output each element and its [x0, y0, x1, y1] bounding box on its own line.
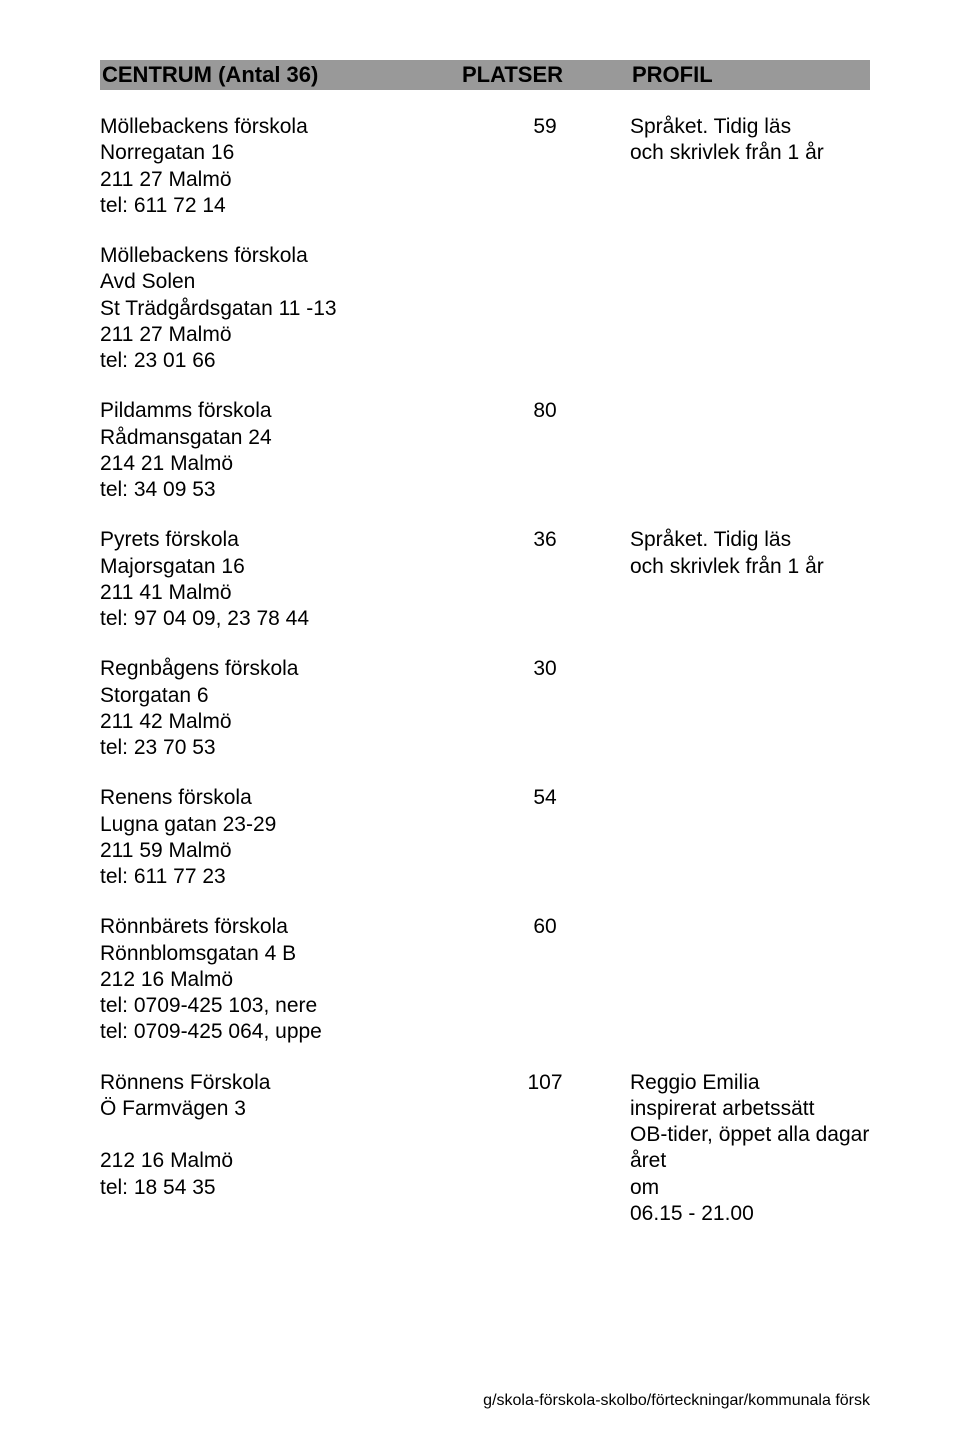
- footer-path: g/skola-förskola-skolbo/förteckningar/ko…: [483, 1392, 870, 1410]
- entry-row: Möllebackens förskola Avd Solen St Trädg…: [100, 243, 870, 374]
- entry-platser: 80: [460, 398, 630, 424]
- page: CENTRUM (Antal 36) PLATSER PROFIL Mölleb…: [0, 0, 960, 1448]
- entry-left: Pildamms förskola Rådmansgatan 24 214 21…: [100, 398, 460, 503]
- entry-row: Pyrets förskola Majorsgatan 16 211 41 Ma…: [100, 527, 870, 632]
- entry-row: Renens förskola Lugna gatan 23-29 211 59…: [100, 785, 870, 890]
- entry-platser: 36: [460, 527, 630, 553]
- entry-platser: 54: [460, 785, 630, 811]
- entry-left: Möllebackens förskola Norregatan 16 211 …: [100, 114, 460, 219]
- entry-left: Renens förskola Lugna gatan 23-29 211 59…: [100, 785, 460, 890]
- entry-platser: 107: [460, 1070, 630, 1096]
- entry-left: Rönnens Förskola Ö Farmvägen 3 212 16 Ma…: [100, 1070, 460, 1201]
- entry-platser: 30: [460, 656, 630, 682]
- header-platser: PLATSER: [462, 62, 632, 88]
- entry-row: Möllebackens förskola Norregatan 16 211 …: [100, 114, 870, 219]
- entry-row: Pildamms förskola Rådmansgatan 24 214 21…: [100, 398, 870, 503]
- entry-left: Pyrets förskola Majorsgatan 16 211 41 Ma…: [100, 527, 460, 632]
- entry-left: Regnbågens förskola Storgatan 6 211 42 M…: [100, 656, 460, 761]
- entry-row: Rönnens Förskola Ö Farmvägen 3 212 16 Ma…: [100, 1070, 870, 1228]
- entry-row: Regnbågens förskola Storgatan 6 211 42 M…: [100, 656, 870, 761]
- entries-container: Möllebackens förskola Norregatan 16 211 …: [100, 114, 870, 1227]
- entry-platser: 60: [460, 914, 630, 940]
- table-header: CENTRUM (Antal 36) PLATSER PROFIL: [100, 60, 870, 90]
- entry-row: Rönnbärets förskola Rönnblomsgatan 4 B 2…: [100, 914, 870, 1045]
- entry-profil: Språket. Tidig läs och skrivlek från 1 å…: [630, 527, 870, 580]
- header-centrum: CENTRUM (Antal 36): [102, 62, 462, 88]
- entry-left: Rönnbärets förskola Rönnblomsgatan 4 B 2…: [100, 914, 460, 1045]
- entry-platser: 59: [460, 114, 630, 140]
- entry-profil: Reggio Emilia inspirerat arbetssätt OB-t…: [630, 1070, 870, 1228]
- header-profil: PROFIL: [632, 62, 868, 88]
- entry-profil: Språket. Tidig läs och skrivlek från 1 å…: [630, 114, 870, 167]
- entry-left: Möllebackens förskola Avd Solen St Trädg…: [100, 243, 460, 374]
